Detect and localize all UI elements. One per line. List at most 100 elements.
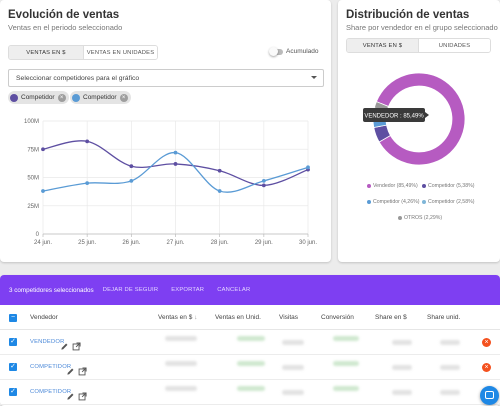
open-external-icon[interactable] [72, 338, 81, 351]
competitors-table-card: 3 competidores seleccionados DEJAR DE SE… [0, 275, 500, 406]
column-header-vendedor[interactable]: Vendedor [30, 314, 58, 321]
hidden-value [333, 336, 359, 341]
hidden-value [392, 390, 412, 395]
sales-evolution-card: Evolución de ventas Ventas en el periodo… [0, 0, 331, 262]
hidden-value [333, 361, 359, 366]
x-tick-label: 25 jun. [78, 240, 96, 246]
card-subtitle: Ventas en el periodo seleccionado [8, 23, 123, 32]
color-dot [72, 93, 80, 102]
seller-name-link[interactable]: VENDEDOR [30, 339, 65, 345]
legend-label: Competidor (5,38%) [428, 183, 475, 189]
sort-down-icon: ↓ [194, 314, 198, 321]
x-tick-label: 26 jun. [122, 240, 140, 246]
donut-slice[interactable] [375, 72, 466, 166]
open-external-icon[interactable] [78, 363, 87, 376]
y-tick-label: 75M [27, 147, 39, 153]
data-point [85, 139, 90, 144]
column-header-share-units[interactable]: Share unid. [427, 314, 461, 321]
card-title: Evolución de ventas [8, 9, 120, 21]
hidden-value [440, 365, 460, 370]
close-icon[interactable]: × [57, 93, 66, 102]
column-header-sales[interactable]: Ventas en $ ↓ [158, 314, 197, 321]
switch-knob[interactable] [269, 46, 278, 56]
column-header-sales-label: Ventas en $ [158, 314, 193, 321]
select-all-checkbox[interactable]: − [9, 314, 17, 322]
open-external-icon[interactable] [78, 388, 87, 401]
row-checkbox[interactable]: ✓ [9, 338, 17, 346]
seller-name-link[interactable]: COMPETIDOR [30, 364, 72, 370]
hidden-value [282, 390, 304, 395]
remove-icon[interactable]: × [482, 338, 491, 347]
row-checkbox[interactable]: ✓ [9, 363, 17, 371]
x-tick-label: 24 jun. [34, 240, 52, 246]
column-header-visits[interactable]: Visitas [279, 314, 299, 321]
y-tick-label: 25M [27, 204, 39, 210]
select-placeholder: Seleccionar competidores para el gráfico [16, 74, 140, 82]
hidden-value [282, 365, 304, 370]
tab-sales-amount[interactable]: VENTAS EN $ [347, 39, 419, 52]
hidden-value [165, 386, 197, 391]
hidden-value [237, 336, 265, 341]
column-header-units[interactable]: Ventas en Unid. [215, 314, 261, 321]
accumulated-switch[interactable]: Acumulado [269, 46, 319, 56]
row-checkbox[interactable]: ✓ [9, 388, 17, 396]
hidden-value [282, 340, 304, 345]
unfollow-button[interactable]: DEJAR DE SEGUIR [102, 287, 159, 293]
edit-icon[interactable] [60, 338, 69, 350]
edit-icon[interactable] [66, 388, 75, 400]
y-tick-label: 0 [36, 232, 40, 238]
remove-icon[interactable]: × [482, 363, 491, 372]
tab-sales-units[interactable]: VENTAS EN UNIDADES [84, 46, 157, 59]
chevron-down-icon [311, 76, 317, 79]
x-tick-label: 30 jun. [299, 240, 317, 246]
close-icon[interactable]: × [119, 93, 128, 102]
hidden-value [392, 340, 412, 345]
legend-label: OTROS (2,29%) [404, 215, 443, 221]
hidden-value [237, 361, 265, 366]
chat-button[interactable] [480, 386, 499, 405]
data-point [129, 178, 134, 183]
chat-icon [485, 391, 494, 399]
competitor-select[interactable]: Seleccionar competidores para el gráfico [8, 69, 324, 87]
card-title: Distribución de ventas [346, 9, 470, 21]
tab-sales-amount[interactable]: VENTAS EN $ [9, 46, 84, 59]
legend-swatch [422, 184, 426, 188]
sales-line-chart: 0 25M 50M 75M 100M 24 jun. 25 jun. 26 jun. 27 ju… [24, 119, 317, 246]
hidden-value [440, 340, 460, 345]
switch-track[interactable] [269, 46, 283, 56]
legend-label: Competidor (2,58%) [428, 199, 475, 205]
table-row[interactable]: ✓ VENDEDOR × [0, 330, 500, 355]
data-point [41, 189, 45, 193]
data-point [217, 189, 222, 193]
seller-name-link[interactable]: COMPETIDOR [30, 389, 72, 395]
y-tick-label: 100M [24, 119, 39, 125]
data-point [129, 164, 134, 169]
tab-units[interactable]: UNIDADES [419, 39, 490, 52]
cancel-button[interactable]: CANCELAR [217, 287, 251, 293]
accumulated-label: Acumulado [286, 48, 319, 55]
legend-swatch [367, 184, 371, 188]
legend-item[interactable]: Competidor (4,26%) [367, 199, 419, 205]
data-point [41, 147, 45, 152]
selection-count: 3 competidores seleccionados [9, 286, 94, 294]
hidden-value [165, 336, 197, 341]
table-row[interactable]: ✓ COMPETIDOR × [0, 355, 500, 380]
export-button[interactable]: EXPORTAR [171, 287, 205, 293]
x-tick-label: 28 jun. [211, 240, 229, 246]
edit-icon[interactable] [66, 363, 75, 375]
legend-item[interactable]: Competidor (5,38%) [422, 183, 474, 189]
legend-item[interactable]: Vendedor (85,49%) [367, 183, 418, 189]
table-row[interactable]: ✓COMPETIDOR× [0, 380, 500, 405]
legend-item[interactable]: OTROS (2,29%) [398, 215, 442, 221]
data-point [261, 183, 266, 188]
hidden-value [237, 386, 265, 391]
competitor-chip: Competidor × [8, 91, 69, 104]
column-header-conversion[interactable]: Conversión [321, 314, 354, 321]
legend-item[interactable]: Competidor (2,58%) [422, 199, 474, 205]
hidden-value [440, 390, 460, 395]
competitor-chip: Competidor × [70, 91, 131, 104]
column-header-share[interactable]: Share en $ [375, 314, 407, 321]
table-header: − Vendedor Ventas en $ ↓ Ventas en Unid.… [0, 305, 500, 330]
x-tick-label: 27 jun. [166, 240, 184, 246]
data-point [173, 162, 178, 166]
